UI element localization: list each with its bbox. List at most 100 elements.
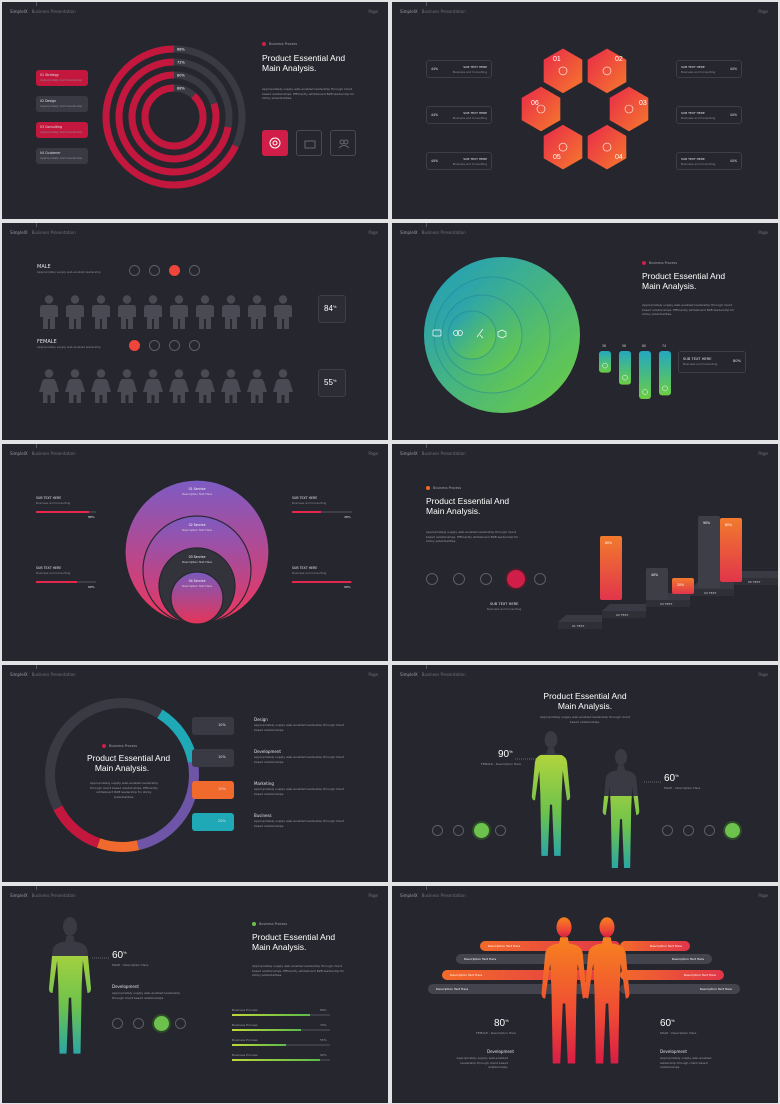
body-text: Appropriately supply web-enabled leaders… xyxy=(252,964,345,977)
brand-name: SimpleIX xyxy=(10,451,28,456)
icon-button[interactable] xyxy=(129,340,140,351)
page-label: Page xyxy=(368,230,378,235)
body-text: Appropriately supply web-enabled leaders… xyxy=(539,715,631,724)
bar-fill xyxy=(232,1044,286,1046)
hexagon xyxy=(586,47,628,95)
icon-button[interactable] xyxy=(725,823,740,838)
row-text: Business and Consulting xyxy=(452,116,487,120)
step-face xyxy=(602,611,646,618)
brand: SimpleIX Business Presentation xyxy=(10,9,76,14)
row-pct: 44% xyxy=(431,159,439,163)
brand-tagline: Business Presentation xyxy=(31,451,76,456)
icon-button[interactable] xyxy=(426,573,438,585)
icon-button[interactable] xyxy=(149,340,160,351)
icon-button-gear[interactable] xyxy=(262,130,288,156)
ring-label: 72% xyxy=(177,61,185,65)
dev-label-right: Development xyxy=(660,1049,687,1054)
legend-item-text: Appropriately build leadership xyxy=(40,156,83,160)
icon-button-briefcase[interactable] xyxy=(296,130,322,156)
hexagon-number: 04 xyxy=(615,154,623,161)
row-text: Business and Consulting xyxy=(681,162,716,166)
icon-button[interactable] xyxy=(474,823,489,838)
pill-bar-chart: 36 56 80 74 xyxy=(599,344,671,399)
icon-button[interactable] xyxy=(534,573,546,585)
progress-track xyxy=(36,581,96,583)
brand: SimpleIX Business Presentation xyxy=(10,672,76,677)
icon-button[interactable] xyxy=(189,265,200,276)
stat-caption: MALE - Description Here xyxy=(112,963,149,967)
icon-button[interactable] xyxy=(662,825,673,836)
icon-button[interactable] xyxy=(453,573,465,585)
brand-tagline: Business Presentation xyxy=(421,893,466,898)
female-unit: % xyxy=(509,749,513,754)
icon-button[interactable] xyxy=(683,825,694,836)
male-unit: % xyxy=(671,1018,675,1023)
pill: Description Text Here xyxy=(620,954,712,964)
brand-name: SimpleIX xyxy=(10,893,28,898)
step-label: 05 TEXT xyxy=(748,580,761,584)
bar-label: Business Process xyxy=(232,1038,258,1042)
step-face xyxy=(690,589,734,596)
item-title: SUB TEXT HERE xyxy=(292,566,318,570)
dot-icon xyxy=(252,922,256,926)
legend-item[interactable]: 01 Strategy Appropriately build leadershi… xyxy=(36,70,88,86)
icon-button[interactable] xyxy=(169,265,180,276)
row-title: SUB TEXT HERE xyxy=(463,65,487,69)
legend-item[interactable]: 04 Customer Appropriately build leadershi… xyxy=(36,148,88,164)
row-card: 44% SUB TEXT HERE Business and Consulting xyxy=(426,106,492,124)
icon-button-users[interactable] xyxy=(330,130,356,156)
circle-title: 03 Service xyxy=(189,555,206,559)
hexagon-icon xyxy=(558,142,568,152)
icon-button[interactable] xyxy=(112,1018,123,1029)
divider xyxy=(426,2,427,6)
female-figure-dim xyxy=(143,369,163,403)
icon-button[interactable] xyxy=(704,825,715,836)
title: Product Essential And Main Analysis. xyxy=(87,753,170,773)
hexagon-icon xyxy=(536,104,546,114)
icon-button[interactable] xyxy=(169,340,180,351)
female-figure-dim xyxy=(65,369,85,403)
title: Product Essential And Main Analysis. xyxy=(426,496,509,516)
circle-title: 04 Service xyxy=(189,579,206,583)
row-text: Business and Consulting xyxy=(452,162,487,166)
male-caption: MALE - Description Here xyxy=(664,786,701,790)
title-line-2: Main Analysis. xyxy=(252,942,307,952)
legend-item[interactable]: 02 Design Appropriately build leadership xyxy=(36,96,88,112)
icon-button[interactable] xyxy=(175,1018,186,1029)
icon-button[interactable] xyxy=(453,825,464,836)
tag-text: Business Process xyxy=(433,486,462,490)
icon-button[interactable] xyxy=(507,570,525,588)
step-label: 02 TEXT xyxy=(616,613,629,617)
icon-button[interactable] xyxy=(495,825,506,836)
icon-button[interactable] xyxy=(149,265,160,276)
row-card: 44% SUB TEXT HERE Business and Consulting xyxy=(426,60,492,78)
pill: Description Text Here xyxy=(620,970,724,980)
divider xyxy=(426,665,427,669)
legend-item[interactable]: 03 Consulting Appropriately build leaders… xyxy=(36,122,88,138)
slide-9: SimpleIX Business Presentation Page 60% M… xyxy=(2,886,388,1103)
female-body-figure xyxy=(531,731,571,856)
male-figure-dim xyxy=(248,295,266,329)
icon-button[interactable] xyxy=(133,1018,144,1029)
row-text: Business and Consulting xyxy=(681,70,716,74)
ring-arc xyxy=(128,71,220,163)
bar-label: 56 xyxy=(622,344,626,348)
legend-item-label: 03 Consulting Appropriately build leaders… xyxy=(40,125,82,135)
hexagon-number: 05 xyxy=(553,154,561,161)
male-unit: % xyxy=(332,304,337,309)
male-body-figure xyxy=(584,917,630,1064)
female-unit: % xyxy=(332,378,337,383)
item-label: Business xyxy=(254,813,272,818)
icon-button[interactable] xyxy=(154,1016,169,1031)
icon-button[interactable] xyxy=(432,825,443,836)
icon-button[interactable] xyxy=(480,573,492,585)
icon-button[interactable] xyxy=(129,265,140,276)
male-figure-dim xyxy=(92,295,110,329)
female-figure-dim xyxy=(91,369,111,403)
bar-icon xyxy=(602,362,608,369)
male-caption: MALE - Description Here xyxy=(660,1031,697,1035)
slide-6: SimpleIX Business Presentation Page Busin… xyxy=(392,444,778,661)
male-label: MALE Appropriately supply web-enabled lea… xyxy=(37,265,101,275)
icon-button[interactable] xyxy=(189,340,200,351)
slide-2: SimpleIX Business Presentation Page 01 02 0… xyxy=(392,2,778,219)
